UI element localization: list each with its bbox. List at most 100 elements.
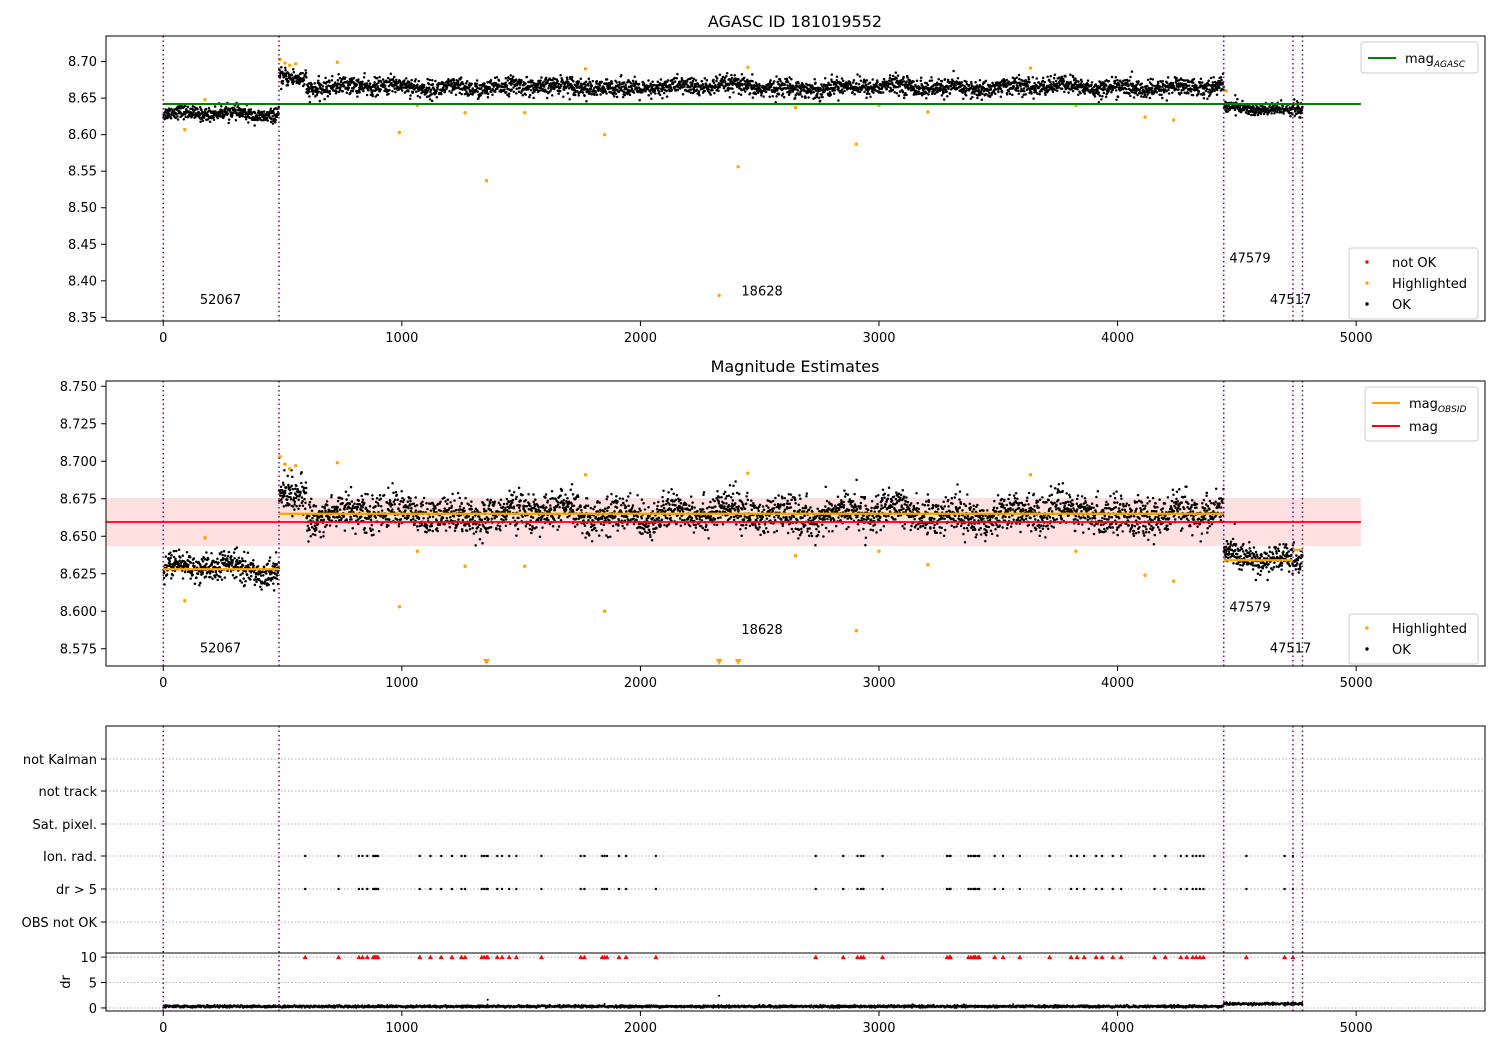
ok-point <box>292 71 296 74</box>
ok-point <box>240 581 244 584</box>
ok-point <box>318 530 321 533</box>
ok-point <box>298 494 302 497</box>
ok-point <box>654 92 657 95</box>
ok-point <box>223 561 226 565</box>
ok-point <box>865 79 869 82</box>
ok-point <box>794 86 797 90</box>
ok-point <box>509 74 512 77</box>
ok-point <box>418 96 422 99</box>
ok-point <box>274 118 277 122</box>
ok-point <box>301 499 304 503</box>
ok-point <box>378 493 382 497</box>
ok-point <box>466 92 469 95</box>
ok-point <box>568 98 571 101</box>
ok-point <box>871 89 874 92</box>
legend-swatch-dot <box>1365 281 1369 285</box>
x-tick-label: 0 <box>159 676 167 691</box>
ok-point <box>960 81 963 84</box>
ok-point <box>1051 90 1055 94</box>
ok-point <box>786 80 790 84</box>
ok-point <box>364 506 368 509</box>
ok-point <box>470 82 473 86</box>
ok-point <box>303 83 306 86</box>
ok-point <box>358 83 362 87</box>
ok-point <box>294 487 297 491</box>
ok-point <box>492 84 496 88</box>
ok-point <box>796 89 800 92</box>
ok-point <box>650 97 653 100</box>
ok-point <box>165 573 169 576</box>
ok-point <box>357 522 360 526</box>
ok-point <box>230 554 233 558</box>
ok-point <box>538 86 541 90</box>
ok-point <box>517 82 520 85</box>
ok-point <box>996 84 1000 87</box>
ok-point <box>557 82 561 86</box>
ok-point <box>392 491 395 495</box>
ok-point <box>226 112 230 115</box>
ok-point <box>337 73 340 76</box>
ok-point <box>201 119 205 123</box>
ok-point <box>1114 76 1118 79</box>
ok-point <box>442 81 445 84</box>
ok-point <box>429 90 432 94</box>
ok-point <box>321 505 324 508</box>
ok-point <box>882 77 886 81</box>
ok-point <box>744 80 747 84</box>
ok-point <box>374 504 377 508</box>
ok-point <box>336 499 340 503</box>
ok-point <box>1016 81 1019 85</box>
ok-point <box>320 515 324 518</box>
ok-point <box>1275 110 1279 114</box>
ok-point <box>835 78 839 82</box>
ok-point <box>865 96 868 100</box>
ok-point <box>976 96 979 100</box>
ok-point <box>234 119 238 122</box>
ok-point <box>1080 80 1084 83</box>
ok-point <box>917 90 921 93</box>
ok-point <box>698 94 701 97</box>
ok-point <box>1057 85 1060 89</box>
ok-point <box>199 120 202 123</box>
ok-point <box>357 78 360 81</box>
ok-point <box>430 99 434 103</box>
ok-point <box>725 71 729 75</box>
ok-point <box>820 93 824 96</box>
ok-point <box>198 114 201 117</box>
ok-point <box>705 83 708 86</box>
ok-point <box>489 79 493 82</box>
ok-point <box>906 76 909 79</box>
ok-point <box>1026 87 1030 90</box>
ok-point <box>994 92 997 96</box>
ok-point <box>285 498 289 501</box>
ok-point <box>476 90 479 94</box>
ok-point <box>174 557 177 561</box>
ok-point <box>306 92 309 95</box>
ok-point <box>649 82 652 86</box>
highlighted-point <box>1028 66 1033 70</box>
ok-point <box>1101 94 1104 98</box>
ok-point <box>1052 76 1056 80</box>
ok-point <box>267 583 271 587</box>
ok-point <box>488 87 492 90</box>
ok-point <box>380 523 383 527</box>
ok-point <box>919 76 923 80</box>
ok-point <box>260 110 264 114</box>
ok-point <box>471 87 474 90</box>
ok-point <box>662 91 666 95</box>
ok-point <box>387 486 390 489</box>
ok-point <box>387 524 390 527</box>
ok-point <box>888 74 892 77</box>
ok-point <box>1270 112 1273 115</box>
ok-point <box>1130 70 1134 73</box>
ok-point <box>740 72 744 76</box>
ok-point <box>610 80 613 83</box>
ok-point <box>614 92 618 95</box>
ok-point <box>265 572 268 575</box>
ok-point <box>837 99 840 102</box>
ok-point <box>730 76 734 80</box>
ok-point <box>303 507 307 511</box>
ok-point <box>1184 79 1187 82</box>
ok-point <box>239 573 242 577</box>
ok-point <box>665 95 669 98</box>
